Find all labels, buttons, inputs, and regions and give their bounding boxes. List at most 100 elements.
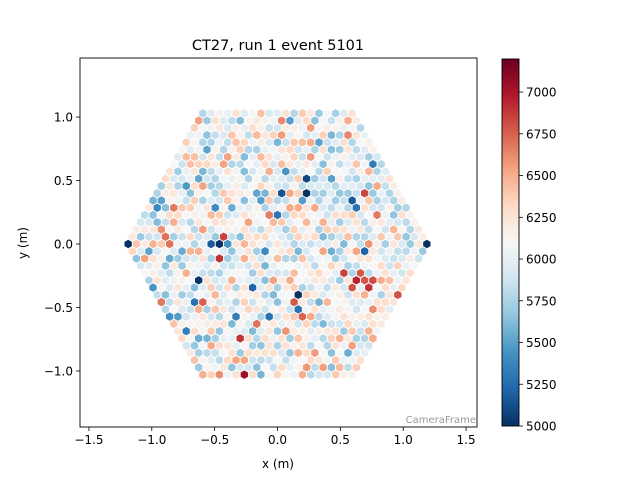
- colorbar-tick-label: 6750: [526, 127, 557, 141]
- camera-pixel: [381, 210, 390, 220]
- camera-pixel: [261, 174, 269, 183]
- camera-pixel: [253, 261, 261, 271]
- camera-pixel: [315, 138, 323, 147]
- camera-pixel: [273, 268, 282, 278]
- camera-pixel: [244, 319, 253, 329]
- camera-pixel: [219, 348, 228, 358]
- camera-pixel: [215, 167, 224, 176]
- camera-pixel: [385, 218, 394, 227]
- camera-pixel: [311, 116, 319, 125]
- camera-pixel: [149, 225, 157, 234]
- camera-pixel: [240, 210, 248, 220]
- camera-pixel: [273, 239, 282, 249]
- camera-pixel: [360, 305, 369, 314]
- camera-pixel: [311, 261, 319, 271]
- camera-pixel: [145, 232, 153, 241]
- camera-pixel: [302, 247, 311, 256]
- camera-pixel: [253, 130, 261, 140]
- camera-pixel: [182, 297, 190, 307]
- camera-pixel: [282, 370, 290, 379]
- camera-pixel: [323, 109, 331, 118]
- camera-pixel: [377, 188, 385, 198]
- camera-pixel: [265, 297, 273, 307]
- camera-pixel: [182, 167, 190, 176]
- camera-pixel: [290, 283, 298, 292]
- camera-pixel: [195, 174, 203, 183]
- camera-pixel: [224, 341, 232, 350]
- camera-pixel: [145, 247, 153, 256]
- camera-pixel: [311, 305, 319, 314]
- camera-pixel: [356, 210, 365, 220]
- camera-pixel: [356, 312, 365, 321]
- camera-pixel: [323, 370, 331, 379]
- camera-pixel: [294, 218, 302, 227]
- camera-pixel: [369, 334, 377, 343]
- camera-pixel: [182, 239, 190, 249]
- camera-pixel: [286, 145, 294, 154]
- camera-pixel: [348, 297, 356, 307]
- camera-pixel: [344, 174, 352, 183]
- camera-pixel: [344, 232, 352, 241]
- camera-pixel: [203, 116, 211, 125]
- camera-pixel: [232, 341, 240, 350]
- camera-pixel: [348, 268, 356, 278]
- camera-pixel: [410, 247, 419, 256]
- camera-pixel: [307, 355, 315, 365]
- camera-pixel: [269, 334, 278, 343]
- camera-pixel: [203, 218, 211, 227]
- camera-pixel: [265, 167, 273, 176]
- camera-pixel: [211, 174, 219, 183]
- camera-pixel: [298, 254, 307, 263]
- camera-pixel: [352, 130, 360, 140]
- camera-pixel: [224, 239, 232, 249]
- x-tick-label: −1.5: [74, 433, 103, 447]
- camera-pixel: [199, 167, 207, 176]
- camera-pixel: [257, 181, 265, 191]
- camera-pixel: [290, 254, 298, 263]
- camera-pixel: [261, 363, 269, 372]
- camera-pixel: [224, 370, 232, 379]
- x-tick-label: 0.5: [331, 433, 350, 447]
- camera-pixel: [398, 239, 406, 249]
- camera-pixel: [286, 130, 294, 140]
- camera-pixel: [344, 290, 352, 300]
- camera-pixel: [186, 159, 195, 169]
- camera-pixel: [248, 167, 257, 176]
- camera-pixel: [157, 283, 165, 292]
- camera-pixel: [248, 268, 257, 278]
- camera-pixel: [282, 254, 290, 263]
- camera-pixel: [290, 138, 298, 147]
- camera-pixel: [331, 225, 340, 234]
- camera-pixel: [240, 167, 248, 176]
- camera-pixel: [153, 218, 161, 227]
- camera-pixel: [207, 341, 215, 350]
- camera-pixel: [141, 210, 149, 220]
- camera-pixel: [248, 239, 257, 249]
- camera-pixel: [157, 196, 165, 205]
- camera-pixel: [273, 225, 282, 234]
- camera-pixel: [257, 297, 265, 307]
- camera-pixel: [302, 319, 311, 329]
- camera-pixel: [203, 261, 211, 271]
- camera-pixel: [261, 319, 269, 329]
- camera-pixel: [228, 218, 236, 227]
- camera-pixel: [360, 159, 369, 169]
- camera-pixel: [236, 247, 244, 256]
- camera-pixel: [277, 130, 286, 140]
- y-axis-label: y (m): [16, 227, 30, 259]
- camera-pixel: [165, 210, 174, 220]
- camera-pixel: [365, 326, 373, 336]
- camera-pixels: [124, 109, 431, 379]
- camera-pixel: [340, 181, 348, 191]
- camera-pixel: [311, 319, 319, 329]
- camera-pixel: [277, 319, 286, 329]
- camera-pixel: [211, 203, 219, 212]
- camera-pixel: [228, 159, 236, 169]
- camera-pixel: [269, 218, 278, 227]
- camera-pixel: [311, 218, 319, 227]
- camera-pixel: [410, 218, 419, 227]
- camera-pixel: [323, 254, 331, 263]
- camera-pixel: [257, 239, 265, 249]
- camera-pixel: [277, 247, 286, 256]
- camera-pixel: [161, 188, 170, 198]
